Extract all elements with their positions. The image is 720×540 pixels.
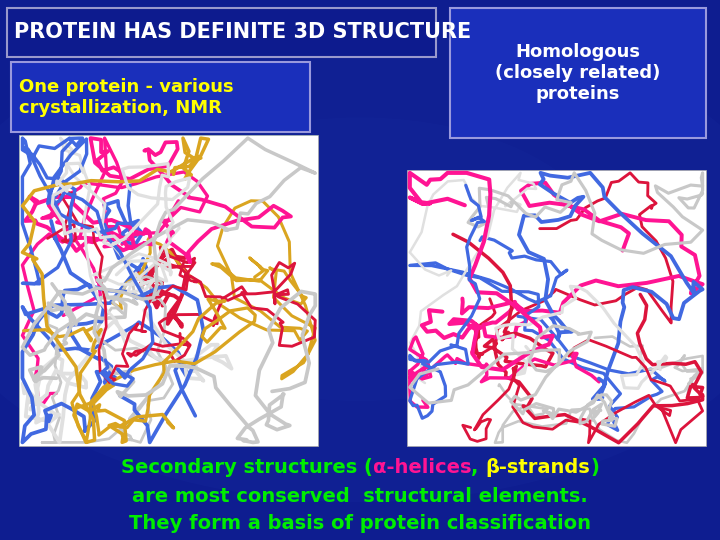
Text: β-strands: β-strands xyxy=(485,457,590,477)
Bar xyxy=(19,135,318,446)
Bar xyxy=(7,8,436,57)
Ellipse shape xyxy=(0,16,720,502)
Text: ): ) xyxy=(590,457,599,477)
Text: PROTEIN HAS DEFINITE 3D STRUCTURE: PROTEIN HAS DEFINITE 3D STRUCTURE xyxy=(14,22,472,43)
Bar xyxy=(407,170,706,446)
Text: Secondary structures (: Secondary structures ( xyxy=(121,457,373,477)
Bar xyxy=(11,62,310,132)
Text: are most conserved  structural elements.: are most conserved structural elements. xyxy=(132,487,588,507)
Text: They form a basis of protein classification: They form a basis of protein classificat… xyxy=(129,514,591,534)
Text: Homologous
(closely related)
proteins: Homologous (closely related) proteins xyxy=(495,43,660,103)
Text: α-helices: α-helices xyxy=(373,457,472,477)
Text: ,: , xyxy=(472,457,485,477)
Text: One protein - various
crystallization, NMR: One protein - various crystallization, N… xyxy=(19,78,234,117)
Bar xyxy=(19,135,318,446)
Ellipse shape xyxy=(108,118,612,401)
Bar xyxy=(450,8,706,138)
